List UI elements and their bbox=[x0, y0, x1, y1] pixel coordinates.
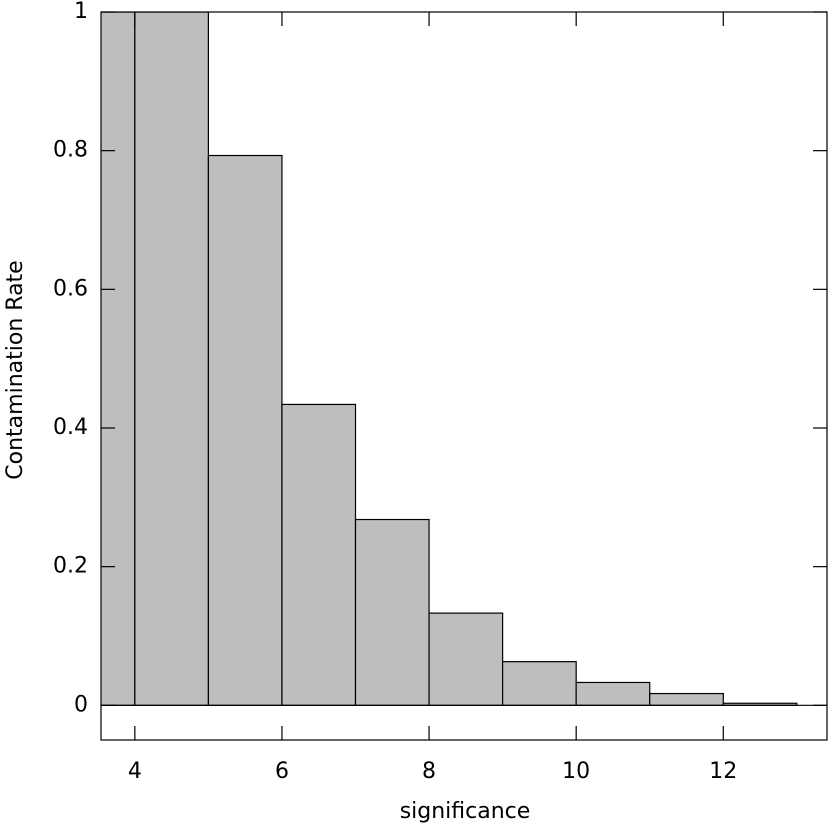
y-tick-label: 0.8 bbox=[53, 138, 88, 163]
bar bbox=[649, 692, 724, 706]
bar bbox=[101, 12, 136, 706]
x-tick-label: 6 bbox=[275, 759, 289, 784]
y-tick-label: 1 bbox=[74, 0, 88, 24]
x-tick-label: 8 bbox=[422, 759, 436, 784]
bar bbox=[575, 681, 651, 706]
bar bbox=[207, 154, 283, 706]
bar bbox=[428, 612, 504, 706]
y-tick-label: 0.4 bbox=[53, 415, 88, 440]
x-tick-label: 12 bbox=[709, 759, 737, 784]
bars bbox=[101, 12, 798, 706]
bar bbox=[354, 518, 430, 706]
y-tick-label: 0.2 bbox=[53, 554, 88, 579]
bar bbox=[502, 661, 577, 706]
bar bbox=[281, 403, 357, 706]
x-tick-label: 4 bbox=[128, 759, 142, 784]
y-axis-label: Contamination Rate bbox=[3, 260, 28, 479]
x-axis-label: significance bbox=[400, 799, 531, 824]
bar bbox=[134, 12, 209, 706]
y-tick-label: 0 bbox=[74, 692, 88, 717]
plot-frame bbox=[100, 11, 828, 741]
y-tick-label: 0.6 bbox=[53, 276, 88, 301]
x-tick-label: 10 bbox=[562, 759, 590, 784]
